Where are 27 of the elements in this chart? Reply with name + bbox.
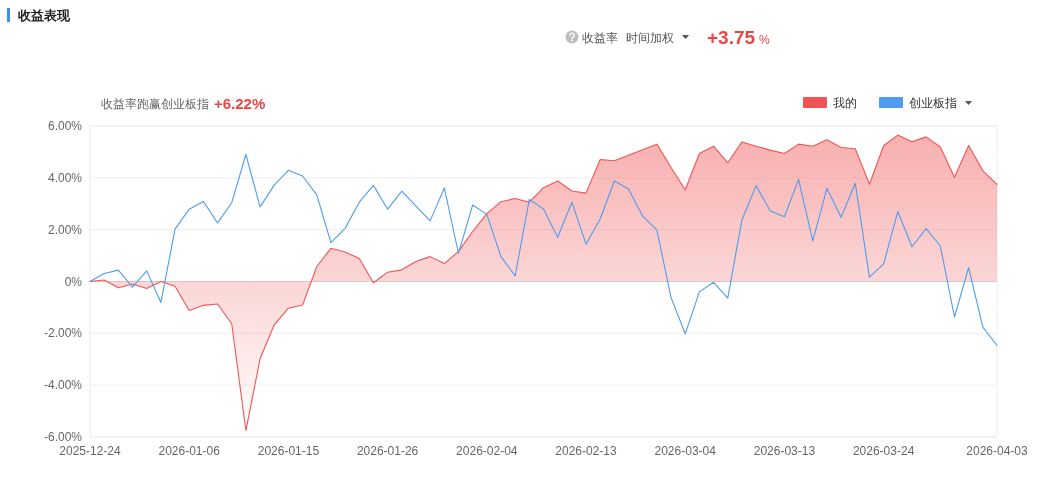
x-tick-label: 2026-03-24 [852,444,915,458]
chart-title: 收益表现 [18,8,71,23]
x-tick-label: 2026-04-03 [966,444,1029,458]
text: % [759,33,771,47]
y-tick-label: 4.00% [47,170,83,185]
x-tick-label: 2026-02-04 [456,444,518,458]
x-tick-label: 2025-12-24 [59,444,122,458]
text: 收益率跑赢创业板指 [101,97,209,111]
x-tick-label: 2026-01-06 [158,444,221,458]
x-tick-label: 2026-01-26 [356,444,419,458]
y-tick-label: 0% [64,274,83,289]
y-tick-label: 6.00% [47,119,83,133]
y-tick-label: 2.00% [47,222,83,237]
legend-label: 我的 [833,96,857,110]
text: +6.22% [214,95,266,112]
x-tick-label: 2026-03-04 [654,444,717,458]
x-tick-label: 2026-01-15 [257,444,320,458]
line-series [89,153,998,347]
x-tick-label: 2026-03-13 [753,444,816,458]
text: +3.75 [707,27,756,48]
text: 收益率 [582,31,618,45]
legend-label: 创业板指 [909,96,957,110]
y-tick-label: -2.00% [43,326,83,341]
text: 时间加权 [626,31,674,45]
y-tick-label: -4.00% [43,378,83,393]
y-tick-label: -6.00% [43,430,83,444]
x-tick-label: 2026-02-13 [555,444,618,458]
